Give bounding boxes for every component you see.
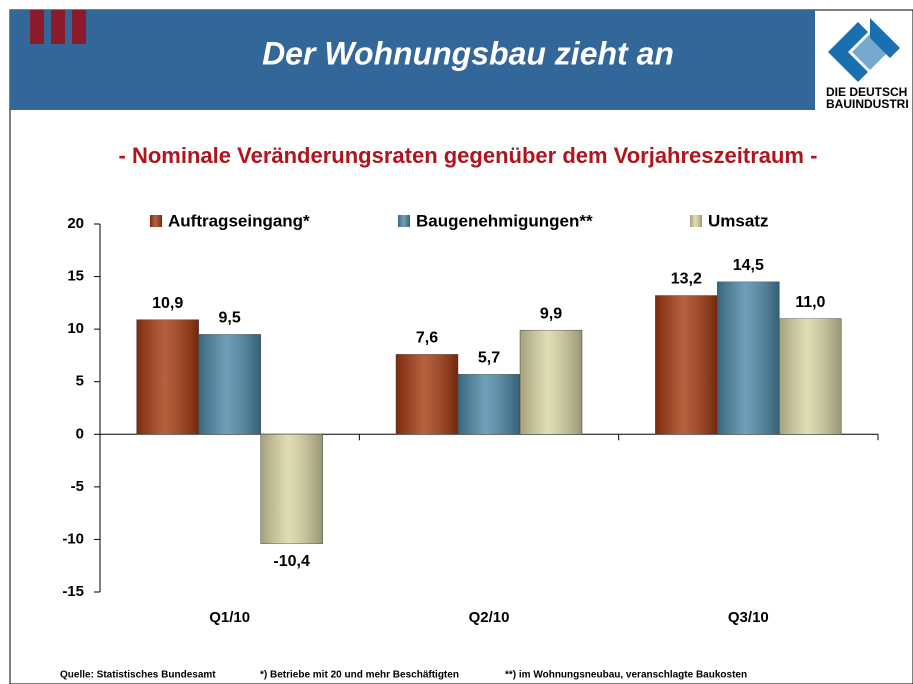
y-tick-label: 15 bbox=[67, 268, 84, 285]
header-band bbox=[10, 10, 815, 110]
value-label: 5,7 bbox=[478, 350, 500, 367]
value-label: 14,5 bbox=[733, 257, 764, 274]
subtitle: - Nominale Veränderungsraten gegenüber d… bbox=[119, 143, 818, 168]
value-label: 9,9 bbox=[540, 305, 562, 322]
bar-shade bbox=[655, 295, 718, 435]
bar-shade bbox=[458, 374, 520, 435]
value-label: 11,0 bbox=[795, 294, 825, 311]
x-tick-label: Q2/10 bbox=[469, 609, 510, 626]
y-tick-label: 5 bbox=[76, 373, 84, 390]
x-tick-label: Q1/10 bbox=[209, 609, 250, 626]
header-icon bbox=[30, 10, 86, 44]
value-label: 13,2 bbox=[671, 271, 702, 288]
header-title: Der Wohnungsbau zieht an bbox=[262, 35, 674, 71]
y-tick-label: 20 bbox=[67, 215, 84, 232]
logo: DIE DEUTSCH BAUINDUSTRI bbox=[826, 18, 909, 111]
bar-shade bbox=[520, 330, 582, 435]
value-label: -10,4 bbox=[273, 553, 310, 570]
legend-label: Umsatz bbox=[708, 211, 768, 230]
bar-shade bbox=[717, 281, 780, 435]
bar-shade bbox=[779, 318, 842, 435]
value-label: 10,9 bbox=[152, 295, 183, 312]
logo-text: DIE DEUTSCH bbox=[826, 85, 907, 99]
bar-shade bbox=[260, 434, 323, 544]
legend-label: Baugenehmigungen** bbox=[416, 211, 593, 230]
y-tick-label: 0 bbox=[76, 425, 84, 442]
legend-swatch-shade bbox=[150, 215, 162, 227]
legend-swatch-shade bbox=[690, 215, 702, 227]
y-tick-label: 10 bbox=[67, 320, 84, 337]
logo-text: BAUINDUSTRI bbox=[826, 97, 909, 111]
footnote: Quelle: Statistisches Bundesamt bbox=[60, 670, 216, 681]
x-tick-label: Q3/10 bbox=[728, 609, 769, 626]
legend-swatch-shade bbox=[398, 215, 410, 227]
footnote: *) Betriebe mit 20 und mehr Beschäftigte… bbox=[260, 670, 459, 681]
value-label: 9,5 bbox=[219, 310, 241, 327]
y-tick-label: -15 bbox=[62, 583, 84, 600]
y-tick-label: -10 bbox=[62, 530, 84, 547]
bar-shade bbox=[396, 354, 458, 435]
bar-shade bbox=[198, 334, 261, 435]
value-label: 7,6 bbox=[416, 330, 438, 347]
bar-shade bbox=[136, 319, 199, 435]
footnote: **) im Wohnungsneubau, veranschlagte Bau… bbox=[505, 670, 747, 681]
legend-label: Auftragseingang* bbox=[168, 211, 310, 230]
y-tick-label: -5 bbox=[71, 478, 84, 495]
